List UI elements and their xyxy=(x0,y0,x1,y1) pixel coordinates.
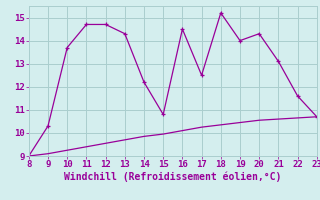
X-axis label: Windchill (Refroidissement éolien,°C): Windchill (Refroidissement éolien,°C) xyxy=(64,172,282,182)
